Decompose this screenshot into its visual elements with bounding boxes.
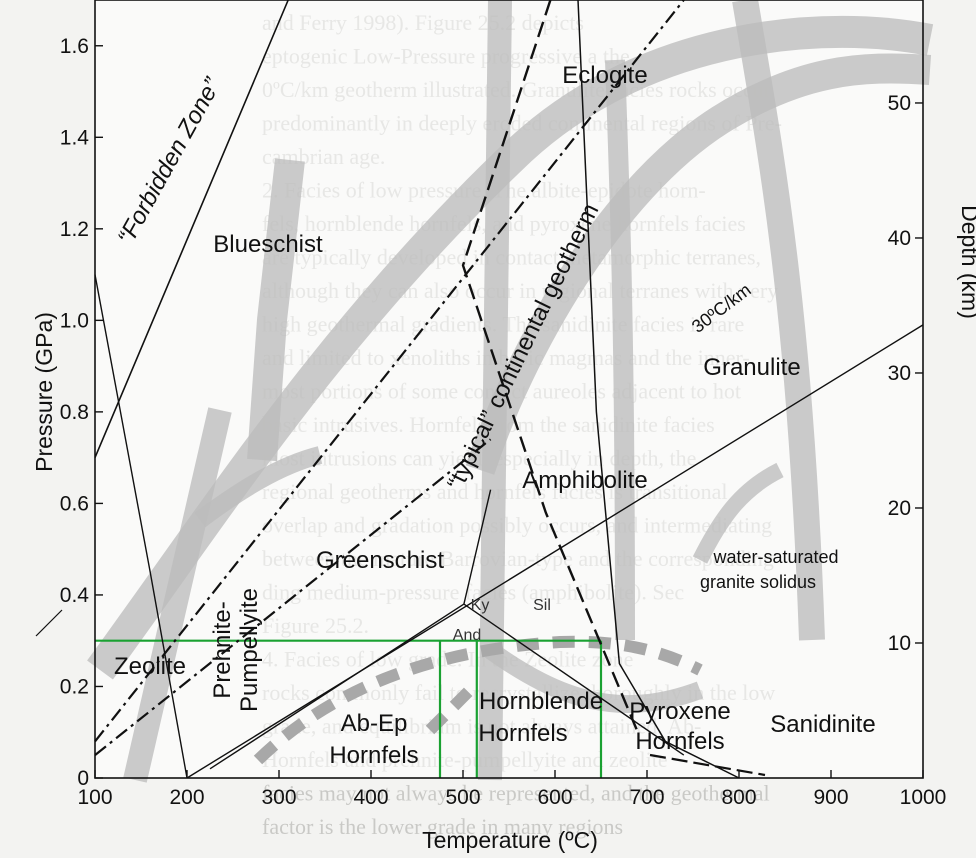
band-mid-vertical: [605, 59, 635, 641]
x-tick-label: 800: [721, 786, 756, 809]
x-tick-label: 100: [77, 786, 112, 809]
y-tick-label: 0.4: [60, 584, 90, 607]
y-tick-label: 0.2: [60, 675, 89, 698]
label-abep-1: Ab-Ep: [341, 710, 408, 737]
x-tick-label: 200: [169, 786, 204, 809]
label-solidus-1: water-saturated: [712, 547, 838, 567]
depth-axis-ticks: 10 20 30 40 50: [888, 92, 923, 655]
x-tick-label: 700: [629, 786, 664, 809]
label-hornblende-2: Hornfels: [478, 720, 567, 747]
label-hornblende-1: Hornblende: [479, 688, 603, 715]
depth-tick-label: 20: [888, 497, 911, 520]
y-axis-title: Pressure (GPa): [31, 312, 57, 472]
x-tick-label: 500: [445, 786, 480, 809]
gradient-30c-line: [186, 324, 924, 779]
ky-and-line: [209, 603, 465, 770]
band-hornfels-dashed: [253, 635, 703, 765]
label-pyroxene-1: Pyroxene: [629, 698, 730, 725]
depth-axis-title: Depth (km): [957, 205, 976, 319]
label-andalusite: And: [453, 627, 481, 644]
band-solidus-join: [692, 462, 784, 564]
y-axis-ticks: 0 0.2 0.4 0.6 0.8 1.0 1.2 1.4 1.6: [60, 35, 103, 790]
depth-tick-label: 10: [888, 632, 911, 655]
label-prehnite-2: Pumpellyite: [236, 588, 263, 712]
background-text-line: facies may not always be represented, an…: [262, 781, 770, 806]
band-zeolite-connector: [194, 446, 323, 528]
label-amphibolite: Amphibolite: [522, 467, 647, 494]
label-abep-2: Hornfels: [329, 742, 418, 769]
depth-tick-label: 30: [888, 362, 911, 385]
x-tick-label: 400: [353, 786, 388, 809]
x-tick-label: 600: [537, 786, 572, 809]
label-pyroxene-2: Hornfels: [635, 728, 724, 755]
y-tick-label: 1.2: [60, 218, 89, 241]
band-hornfels-curve: [484, 642, 704, 714]
y-tick-label: 0: [77, 767, 89, 790]
prehnite-boundary-line: [94, 274, 188, 779]
y-tick-label: 1.6: [60, 35, 89, 58]
y-tick-label: 1.0: [60, 309, 89, 332]
y-tick-label: 0.6: [60, 492, 89, 515]
x-tick-label: 1000: [900, 786, 947, 809]
label-blueschist: Blueschist: [213, 231, 323, 258]
band-prehnite-greenschist: [123, 407, 232, 783]
forbidden-zone-line: [94, 0, 289, 458]
continental-geotherm-line: [94, 0, 685, 743]
band-amphibolite-granulite: [732, 0, 825, 641]
background-text-line: factor is the lower grade in many region…: [262, 814, 623, 839]
ky-sil-line: [463, 489, 492, 605]
y-axis-mark: [35, 609, 63, 637]
and-sil-line: [463, 603, 685, 756]
low-geotherm-line: [94, 438, 492, 756]
label-kyanite: Ky: [471, 597, 490, 614]
x-axis-title: Temperature (ºC): [422, 827, 598, 853]
x-axis-ticks: 100 200 300 400 500 600 700 800 900 1000: [77, 770, 946, 809]
label-zeolite: Zeolite: [114, 653, 186, 680]
label-granulite: Granulite: [703, 354, 800, 381]
y-tick-label: 1.4: [60, 126, 90, 149]
label-solidus-2: granite solidus: [700, 572, 816, 592]
band-amphibolite-eclogite: [465, 53, 932, 475]
depth-tick-label: 40: [888, 227, 911, 250]
x-tick-label: 900: [813, 786, 848, 809]
granite-solidus-line: [577, 0, 740, 779]
label-greenschist: Greenschist: [316, 547, 444, 574]
y-tick-label: 0.8: [60, 401, 89, 424]
label-prehnite-1: Prehnite-: [209, 601, 236, 698]
label-sanidinite: Sanidinite: [770, 711, 875, 738]
label-sillimanite: Sil: [533, 597, 551, 614]
sanidinite-boundary-line: [649, 753, 766, 777]
band-hornfels-dashed-2: [425, 685, 475, 735]
x-tick-label: 300: [261, 786, 296, 809]
depth-tick-label: 50: [888, 92, 911, 115]
subduction-geotherm-line: [461, 0, 639, 733]
label-eclogite: Eclogite: [562, 62, 647, 89]
band-blueschist-greenschist: [247, 158, 305, 462]
plot-frame: [94, 0, 924, 779]
